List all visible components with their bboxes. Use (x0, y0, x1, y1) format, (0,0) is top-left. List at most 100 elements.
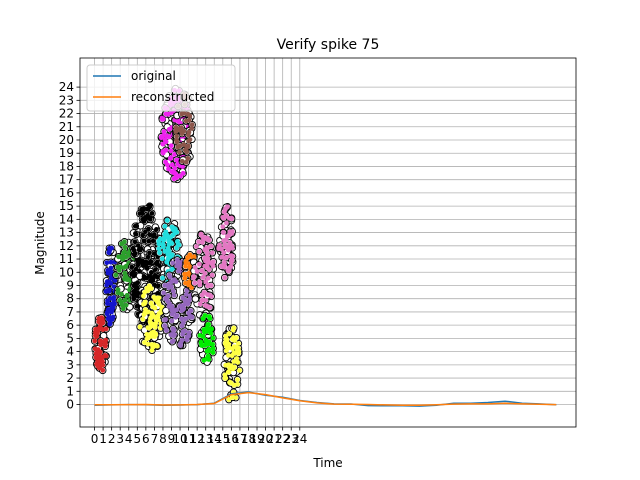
scatter-point (228, 380, 234, 386)
scatter-point (111, 295, 117, 300)
scatter-point (159, 134, 164, 140)
scatter-point (134, 303, 140, 309)
y-tick-label: 5 (66, 331, 74, 345)
scatter-point (208, 283, 214, 288)
scatter-point (141, 274, 147, 279)
scatter-point (142, 340, 147, 345)
scatter-point (217, 245, 222, 251)
scatter-point (189, 315, 195, 320)
legend-box (86, 64, 236, 112)
y-tick-label: 0 (66, 398, 74, 412)
scatter-point (148, 300, 154, 306)
scatter-point (107, 279, 113, 285)
scatter-point (201, 235, 207, 240)
scatter-point (183, 316, 189, 322)
scatter-point (95, 363, 100, 369)
scatter-point (174, 157, 179, 163)
scatter-point (99, 315, 104, 321)
x-tick-label: 5 (133, 432, 141, 446)
scatter-point (235, 377, 240, 383)
scatter-point (207, 305, 213, 310)
scatter-point (210, 346, 216, 351)
scatter-point (165, 298, 171, 304)
scatter-point (221, 238, 227, 244)
scatter-point (137, 324, 143, 330)
scatter-point (182, 328, 188, 334)
scatter-point (121, 265, 127, 270)
scatter-point (132, 239, 138, 245)
scatter-point (189, 126, 195, 131)
scatter-point (170, 326, 176, 332)
scatter-point (201, 329, 207, 335)
scatter-point (194, 244, 199, 249)
scatter-point (166, 134, 172, 140)
scatter-point (219, 263, 224, 269)
scatter-point (206, 237, 212, 243)
scatter-point (163, 147, 169, 153)
scatter-point (202, 255, 208, 261)
y-tick-label: 13 (59, 226, 74, 240)
scatter-point (115, 290, 121, 296)
scatter-point (150, 238, 156, 244)
scatter-point (207, 292, 212, 298)
scatter-point (222, 340, 228, 346)
scatter-point (102, 339, 107, 345)
scatter-point (172, 151, 177, 157)
scatter-point (182, 147, 188, 153)
scatter-point (163, 159, 168, 165)
scatter-point (226, 369, 232, 375)
scatter-point (191, 274, 197, 279)
scatter-point (147, 232, 153, 238)
x-tick-label: 20 (258, 432, 273, 446)
scatter-point (220, 224, 226, 230)
x-tick-label: 13 (198, 432, 213, 446)
scatter-point (170, 232, 176, 238)
scatter-point (146, 226, 151, 232)
scatter-point (169, 304, 175, 309)
scatter-point (226, 397, 232, 402)
scatter-point (169, 267, 174, 272)
scatter-point (148, 270, 154, 275)
scatter-point (139, 258, 145, 263)
scatter-point (181, 302, 187, 308)
y-tick-label: 12 (59, 239, 74, 253)
scatter-point (133, 266, 139, 272)
scatter-point (137, 247, 143, 253)
scatter-point (166, 272, 172, 278)
scatter-point (146, 238, 152, 244)
scatter-point (106, 250, 112, 255)
scatter-point (104, 282, 110, 288)
scatter-point (135, 243, 141, 248)
scatter-point (181, 110, 187, 116)
series-line-reconstructed (94, 391, 557, 406)
scatter-point (141, 293, 146, 299)
scatter-point (182, 275, 188, 281)
scatter-point (156, 238, 162, 244)
scatter-point (132, 223, 138, 229)
scatter-point (177, 149, 182, 155)
scatter-point (171, 333, 176, 339)
scatter-point (222, 242, 228, 248)
x-tick-label: 11 (181, 432, 196, 446)
scatter-point (153, 227, 159, 232)
scatter-point (162, 223, 168, 229)
scatter-point (210, 350, 216, 355)
scatter-point (178, 125, 184, 131)
scatter-point (143, 310, 149, 315)
scatter-point (226, 268, 232, 274)
scatter-point (163, 111, 169, 117)
x-tick-label: 14 (207, 432, 222, 446)
scatter-point (185, 111, 191, 117)
scatter-point (104, 260, 110, 266)
scatter-point (225, 204, 230, 210)
scatter-point (137, 268, 143, 274)
scatter-point-outline (162, 306, 170, 315)
y-tick-label: 20 (59, 133, 74, 147)
x-tick-label: 22 (275, 432, 290, 446)
scatter-point (179, 316, 184, 322)
y-tick-label: 19 (59, 146, 74, 160)
y-tick-label: 17 (59, 173, 74, 187)
scatter-point (173, 127, 179, 133)
scatter-point (237, 368, 242, 373)
scatter-point (149, 210, 155, 216)
